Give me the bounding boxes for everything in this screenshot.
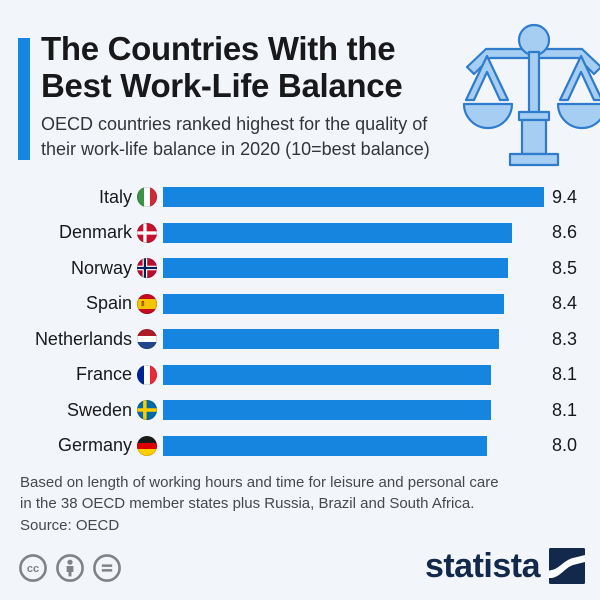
page-title: The Countries With the Best Work-Life Bal…	[41, 30, 403, 104]
country-label: Italy	[98, 186, 132, 207]
statista-logo: statista	[425, 548, 585, 584]
bar-track	[163, 293, 544, 314]
footnote: Based on length of working hours and tim…	[20, 472, 499, 514]
title-accent-bar	[18, 38, 30, 160]
country-label: Norway	[70, 257, 132, 278]
value-bar	[163, 364, 492, 385]
license-icons: cc	[18, 553, 122, 583]
chart-row: Italy 9.4	[20, 187, 590, 207]
value-label: 8.3	[552, 328, 578, 349]
bar-track	[163, 187, 544, 207]
chart-row: Norway 8.5	[20, 258, 590, 278]
spain-flag	[137, 293, 157, 314]
chart-row: Denmark 8.6	[20, 222, 590, 243]
germany-flag	[137, 435, 157, 456]
footnote-line2: in the 38 OECD member states plus Russia…	[20, 495, 475, 512]
attribution-icon	[56, 554, 84, 582]
country-label: Spain	[85, 293, 132, 313]
norway-flag	[137, 258, 157, 278]
france-flag	[137, 364, 157, 385]
value-label: 9.4	[552, 186, 578, 207]
netherlands-flag	[137, 329, 157, 349]
footnote-line1: Based on length of working hours and tim…	[20, 474, 499, 491]
chart-row: Spain 8.4	[20, 293, 590, 314]
subtitle: OECD countries ranked highest for the qu…	[41, 112, 430, 161]
italy-flag	[137, 187, 157, 207]
bar-chart: Italy 9.4 Denmark 8.6 Norway 8.5 Sp	[20, 187, 590, 471]
balance-scale-icon	[462, 13, 600, 173]
value-bar	[163, 258, 508, 278]
subtitle-line1: OECD countries ranked highest for the qu…	[41, 114, 428, 134]
value-bar	[163, 435, 488, 456]
statista-mark-icon	[549, 548, 585, 584]
chart-row: Germany 8.0	[20, 435, 590, 456]
bar-track	[163, 329, 544, 349]
subtitle-line2: their work-life balance in 2020 (10=best…	[41, 138, 430, 159]
bar-track	[163, 400, 544, 420]
svg-text:cc: cc	[27, 563, 39, 575]
bar-track	[163, 435, 544, 456]
cc-icon: cc	[19, 554, 47, 582]
value-bar	[163, 293, 504, 314]
sweden-flag	[137, 400, 157, 420]
bar-track	[163, 222, 544, 243]
page-title-line1: The Countries With the	[41, 30, 396, 67]
value-label: 8.6	[552, 222, 578, 242]
chart-row: France 8.1	[20, 364, 590, 385]
no-derivatives-icon	[93, 554, 121, 582]
value-bar	[163, 187, 544, 207]
statista-wordmark: statista	[424, 547, 541, 585]
value-bar	[163, 400, 492, 420]
bar-track	[163, 258, 544, 278]
value-bar	[163, 329, 500, 349]
source-label: Source: OECD	[20, 517, 120, 534]
value-label: 8.1	[552, 399, 578, 420]
chart-row: Netherlands 8.3	[20, 329, 590, 349]
country-label: Germany	[57, 435, 132, 455]
denmark-flag	[137, 222, 157, 243]
page-title-line2: Best Work-Life Balance	[41, 67, 403, 104]
value-label: 8.1	[552, 364, 578, 384]
country-label: Sweden	[66, 399, 132, 420]
chart-row: Sweden 8.1	[20, 400, 590, 420]
country-label: France	[75, 364, 132, 384]
bar-track	[163, 364, 544, 385]
value-bar	[163, 222, 512, 243]
country-label: Denmark	[58, 222, 132, 242]
value-label: 8.5	[552, 257, 578, 278]
value-label: 8.0	[552, 435, 578, 455]
value-label: 8.4	[552, 293, 578, 313]
country-label: Netherlands	[34, 328, 132, 349]
